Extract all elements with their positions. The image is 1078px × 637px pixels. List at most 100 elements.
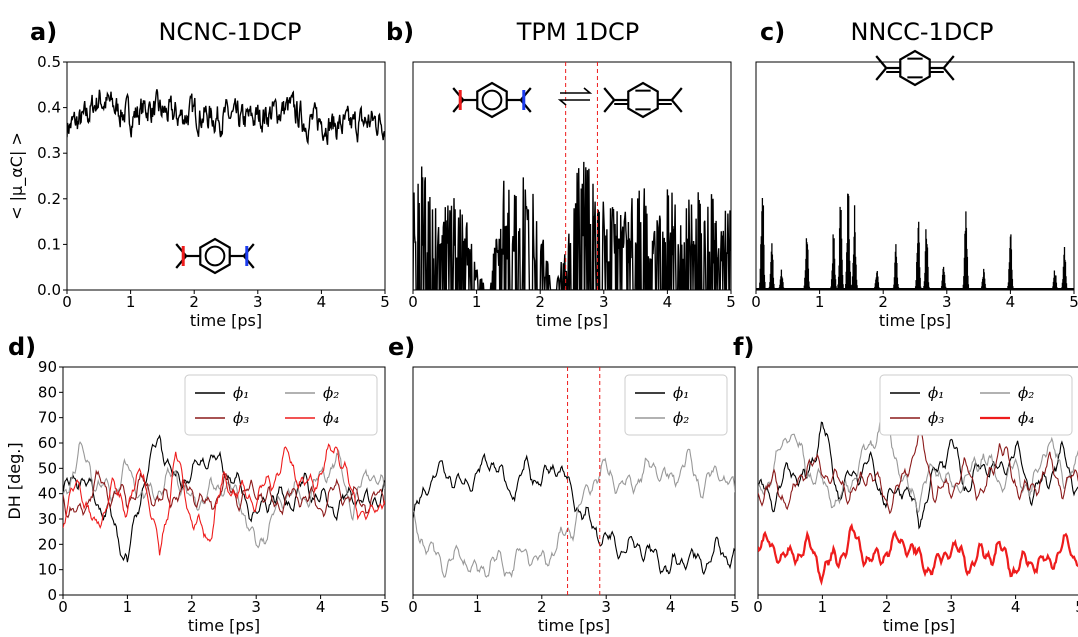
spike-12 xyxy=(939,266,947,290)
bond xyxy=(603,87,616,101)
legend-label: ϕ₁ xyxy=(928,384,944,402)
molecule-sketch xyxy=(452,81,532,119)
x-tick-label: 0 xyxy=(408,293,418,311)
legend-label: ϕ₄ xyxy=(323,409,339,427)
bond xyxy=(942,67,955,81)
panel-label: a) xyxy=(30,18,57,46)
bond xyxy=(670,99,683,113)
spike-5 xyxy=(836,206,844,290)
panel-label: d) xyxy=(8,333,36,361)
spike-17 xyxy=(1060,247,1068,290)
series-line-0 xyxy=(63,434,385,563)
panel-2: c) NNCC-1DCP 0 1 2 3 4 5 time [ps] xyxy=(751,18,1078,330)
y-axis-label: DH [deg.] xyxy=(5,442,24,519)
x-tick-label: 2 xyxy=(189,293,199,311)
panel-5: f) 0 1 2 3 4 5 time [ps] ϕ₁ ϕ₂ ϕ₃ ϕ₄ xyxy=(733,333,1078,635)
y-tick-label: 90 xyxy=(38,358,57,376)
x-tick-label: 3 xyxy=(599,293,609,311)
x-tick-label: 4 xyxy=(317,293,327,311)
y-tick-label: 0.0 xyxy=(37,281,61,299)
aromatic-circle xyxy=(481,89,503,111)
axes-frame xyxy=(412,366,736,596)
panel-title: NNCC-1DCP xyxy=(850,18,993,46)
x-axis-label: time [ps] xyxy=(879,311,951,330)
x-tick-label: 4 xyxy=(316,598,326,616)
plot-area xyxy=(413,448,735,579)
x-axis-label: time [ps] xyxy=(883,616,955,635)
x-tick-label: 3 xyxy=(601,598,611,616)
spike-3 xyxy=(803,238,811,290)
legend-label: ϕ₂ xyxy=(673,409,689,427)
legend-label: ϕ₁ xyxy=(673,384,689,402)
x-tick-label: 3 xyxy=(946,598,956,616)
y-tick-label: 70 xyxy=(38,409,57,427)
molecule-sketch xyxy=(603,81,683,119)
y-tick-label: 0.2 xyxy=(37,190,61,208)
spike-11 xyxy=(922,229,930,290)
x-tick-label: 0 xyxy=(751,293,761,311)
x-axis-label: time [ps] xyxy=(188,616,260,635)
bond xyxy=(670,87,683,101)
axes-frame xyxy=(755,61,1075,291)
x-tick-label: 5 xyxy=(1075,598,1078,616)
spike-14 xyxy=(979,268,987,290)
legend-label: ϕ₂ xyxy=(1018,384,1034,402)
panel-label: e) xyxy=(388,333,415,361)
spike-4 xyxy=(829,234,837,290)
series-line-1 xyxy=(413,448,735,579)
panel-0: a) NCNC-1DCP 0 1 2 3 4 5 0.0 0.1 0.2 0.3 0.4 0.5 time … xyxy=(7,18,390,330)
x-tick-label: 0 xyxy=(753,598,763,616)
x-axis-label: time [ps] xyxy=(536,311,608,330)
x-tick-label: 0 xyxy=(408,598,418,616)
x-tick-label: 3 xyxy=(251,598,261,616)
spike-6 xyxy=(844,193,852,290)
y-tick-label: 0 xyxy=(47,586,57,604)
bond xyxy=(875,55,888,69)
series-line-2 xyxy=(63,469,385,519)
series-line-1 xyxy=(758,405,1078,514)
legend-label: ϕ₃ xyxy=(928,409,944,427)
spike-7 xyxy=(850,205,858,290)
x-tick-label: 1 xyxy=(818,598,828,616)
panel-title: NCNC-1DCP xyxy=(158,18,301,46)
y-axis-label: < |μ_αC| > xyxy=(7,132,27,220)
plot-area xyxy=(413,161,731,290)
spike-1 xyxy=(768,243,776,290)
x-tick-label: 2 xyxy=(537,598,547,616)
legend-label: ϕ₁ xyxy=(233,384,249,402)
x-axis-label: time [ps] xyxy=(190,311,262,330)
legend-label: ϕ₄ xyxy=(1018,409,1034,427)
x-tick-label: 2 xyxy=(535,293,545,311)
series-line-1 xyxy=(63,441,385,549)
legend-label: ϕ₂ xyxy=(323,384,339,402)
series-line-0 xyxy=(758,421,1078,530)
molecule-sketch xyxy=(875,49,955,87)
molecule-sketch xyxy=(175,237,255,275)
x-tick-label: 1 xyxy=(815,293,825,311)
x-tick-label: 3 xyxy=(942,293,952,311)
aromatic-circle xyxy=(204,245,226,267)
y-tick-label: 30 xyxy=(38,510,57,528)
series-line-0 xyxy=(413,161,731,290)
legend: ϕ₁ ϕ₂ ϕ₃ ϕ₄ xyxy=(184,374,378,436)
legend-box xyxy=(624,374,728,436)
x-tick-label: 4 xyxy=(663,293,673,311)
benzene-ring xyxy=(476,81,508,119)
y-tick-label: 0.1 xyxy=(37,235,61,253)
panel-1: b) TPM 1DCP 0 1 2 3 4 5 time [ps] xyxy=(386,18,736,330)
x-tick-label: 4 xyxy=(1011,598,1021,616)
x-tick-label: 2 xyxy=(878,293,888,311)
spike-2 xyxy=(777,269,785,290)
axes-frame xyxy=(757,366,1078,596)
x-tick-label: 3 xyxy=(253,293,263,311)
x-tick-label: 4 xyxy=(666,598,676,616)
y-tick-label: 20 xyxy=(38,535,57,553)
x-tick-label: 0 xyxy=(62,293,72,311)
bond xyxy=(875,67,888,81)
spike-10 xyxy=(914,221,922,290)
x-tick-label: 0 xyxy=(58,598,68,616)
panel-title: TPM 1DCP xyxy=(516,18,639,46)
legend: ϕ₁ ϕ₂ ϕ₃ ϕ₄ xyxy=(879,374,1073,436)
